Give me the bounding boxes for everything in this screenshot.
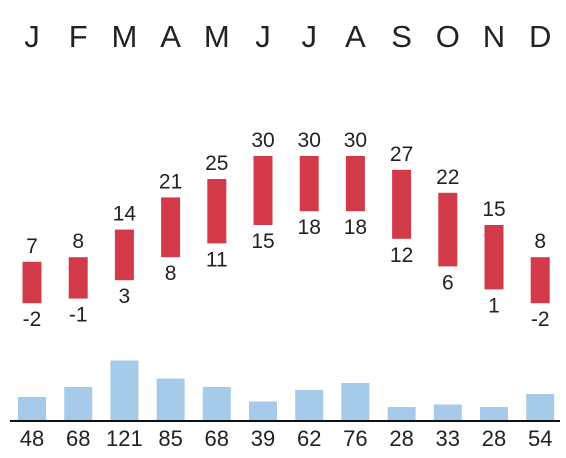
month-label: J <box>301 19 317 54</box>
temperature-range-bar <box>438 192 458 267</box>
precipitation-label: 62 <box>297 426 321 451</box>
temperature-range-bars <box>22 156 550 304</box>
precipitation-bar <box>110 360 139 421</box>
low-temp-label: -1 <box>69 304 88 327</box>
precipitation-label: 28 <box>389 426 413 451</box>
temperature-range-bar <box>299 156 319 212</box>
high-temp-label: 22 <box>436 166 459 189</box>
temperature-range-bar <box>484 225 504 290</box>
precipitation-bar <box>341 383 370 421</box>
month-label: N <box>483 19 505 54</box>
temperature-range-bar <box>530 257 550 304</box>
precipitation-bar <box>526 394 555 421</box>
month-label: O <box>436 19 460 54</box>
month-label: F <box>69 19 88 54</box>
temperature-range-bar <box>68 257 88 299</box>
temperature-range-bar <box>207 179 227 244</box>
high-temp-label: 30 <box>251 129 274 152</box>
precipitation-bars <box>18 360 555 421</box>
precipitation-label: 54 <box>528 426 552 451</box>
high-temp-label: 8 <box>534 230 546 253</box>
precipitation-label: 76 <box>343 426 367 451</box>
precipitation-bar <box>156 378 185 421</box>
month-label: S <box>391 19 412 54</box>
high-temp-label: 27 <box>390 143 413 166</box>
month-label: M <box>204 19 230 54</box>
precipitation-label: 33 <box>436 426 460 451</box>
month-label: M <box>111 19 137 54</box>
high-temp-label: 8 <box>72 230 84 253</box>
low-temp-label: 3 <box>119 285 131 308</box>
precipitation-bar <box>387 407 416 421</box>
temperature-range-bar <box>392 169 412 239</box>
temperature-range-bar <box>345 156 365 212</box>
low-temp-label: 18 <box>344 216 367 239</box>
low-temp-label: 8 <box>165 262 177 285</box>
high-temp-label: 7 <box>26 235 38 258</box>
precipitation-label: 85 <box>158 426 182 451</box>
precipitation-bar <box>480 407 508 421</box>
high-temp-label: 15 <box>482 198 505 221</box>
precipitation-bar <box>295 390 324 421</box>
precipitation-bar <box>18 397 46 421</box>
high-temp-label: 25 <box>205 152 228 175</box>
precipitation-bar <box>433 404 462 421</box>
low-temp-label: 6 <box>442 271 454 294</box>
precipitation-label: 68 <box>205 426 229 451</box>
high-temp-label: 30 <box>344 129 367 152</box>
high-temp-label: 14 <box>113 203 137 226</box>
precipitation-label: 68 <box>66 426 90 451</box>
precipitation-bar <box>64 387 93 421</box>
month-label: A <box>345 19 366 54</box>
precipitation-bar <box>202 387 231 421</box>
temperature-range-bar <box>253 156 273 225</box>
low-temp-label: 18 <box>298 216 321 239</box>
month-label: J <box>24 19 40 54</box>
precipitation-label: 28 <box>482 426 506 451</box>
precipitation-label: 39 <box>251 426 275 451</box>
temperature-range-bar <box>114 229 134 281</box>
precipitation-labels: 48 68 121 85 68 39 62 76 28 33 28 54 <box>20 426 553 451</box>
low-temp-label: 12 <box>390 244 413 267</box>
month-label: A <box>160 19 181 54</box>
precipitation-label: 48 <box>20 426 44 451</box>
temperature-labels: 7-28-1143218251130153018301827122261518-… <box>23 129 550 331</box>
high-temp-label: 30 <box>298 129 321 152</box>
low-temp-label: -2 <box>531 308 550 331</box>
low-temp-label: 1 <box>488 294 500 317</box>
temperature-range-bar <box>161 197 181 258</box>
low-temp-label: 15 <box>251 230 274 253</box>
low-temp-label: -2 <box>23 308 42 331</box>
month-label: J <box>255 19 271 54</box>
precipitation-label: 121 <box>106 426 143 451</box>
temperature-range-bar <box>22 261 42 304</box>
low-temp-label: 11 <box>206 248 228 271</box>
month-label: D <box>529 19 551 54</box>
high-temp-label: 21 <box>159 170 182 193</box>
precipitation-bar <box>249 401 277 421</box>
